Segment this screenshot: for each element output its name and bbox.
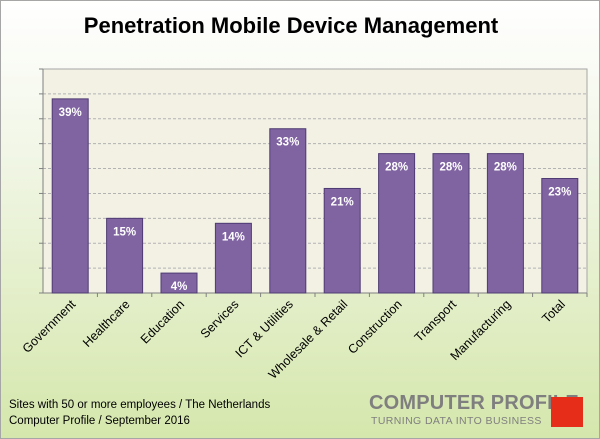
bar bbox=[214, 222, 252, 294]
bar bbox=[323, 187, 361, 294]
bar bbox=[432, 153, 470, 294]
x-tick-label: Government bbox=[20, 297, 79, 356]
bar bbox=[269, 128, 307, 294]
logo-tagline: TURNING DATA INTO BUSINESS bbox=[371, 415, 542, 427]
computer-profile-logo: COMPUTER PROFILE TURNING DATA INTO BUSIN… bbox=[369, 392, 587, 430]
footnote-line-1: Sites with 50 or more employees / The Ne… bbox=[9, 399, 271, 411]
bar bbox=[541, 178, 579, 294]
data-label: 23% bbox=[548, 187, 571, 199]
data-label: 39% bbox=[59, 107, 82, 119]
data-label: 28% bbox=[439, 162, 462, 174]
x-tick-label: Total bbox=[539, 297, 568, 326]
logo-red-square bbox=[551, 397, 583, 427]
data-label: 15% bbox=[113, 226, 136, 238]
x-tick-label: Construction bbox=[345, 297, 405, 357]
bar bbox=[486, 153, 524, 294]
x-tick-label: Education bbox=[138, 297, 187, 346]
data-label: 28% bbox=[385, 162, 408, 174]
footnote-line-2: Computer Profile / September 2016 bbox=[9, 415, 190, 427]
data-label: 4% bbox=[171, 281, 188, 293]
x-tick-label: Transport bbox=[412, 297, 460, 345]
chart-title: Penetration Mobile Device Management bbox=[83, 13, 499, 38]
data-label: 33% bbox=[276, 137, 299, 149]
bar bbox=[160, 272, 198, 294]
logo-name: COMPUTER PROFILE bbox=[369, 392, 579, 414]
x-tick-label: Services bbox=[198, 297, 242, 341]
bar bbox=[51, 98, 89, 294]
bar bbox=[378, 153, 416, 294]
bar bbox=[106, 217, 144, 294]
data-label: 21% bbox=[331, 196, 354, 208]
x-tick-label: Healthcare bbox=[80, 297, 133, 350]
data-label: 28% bbox=[494, 162, 517, 174]
data-label: 14% bbox=[222, 231, 245, 243]
